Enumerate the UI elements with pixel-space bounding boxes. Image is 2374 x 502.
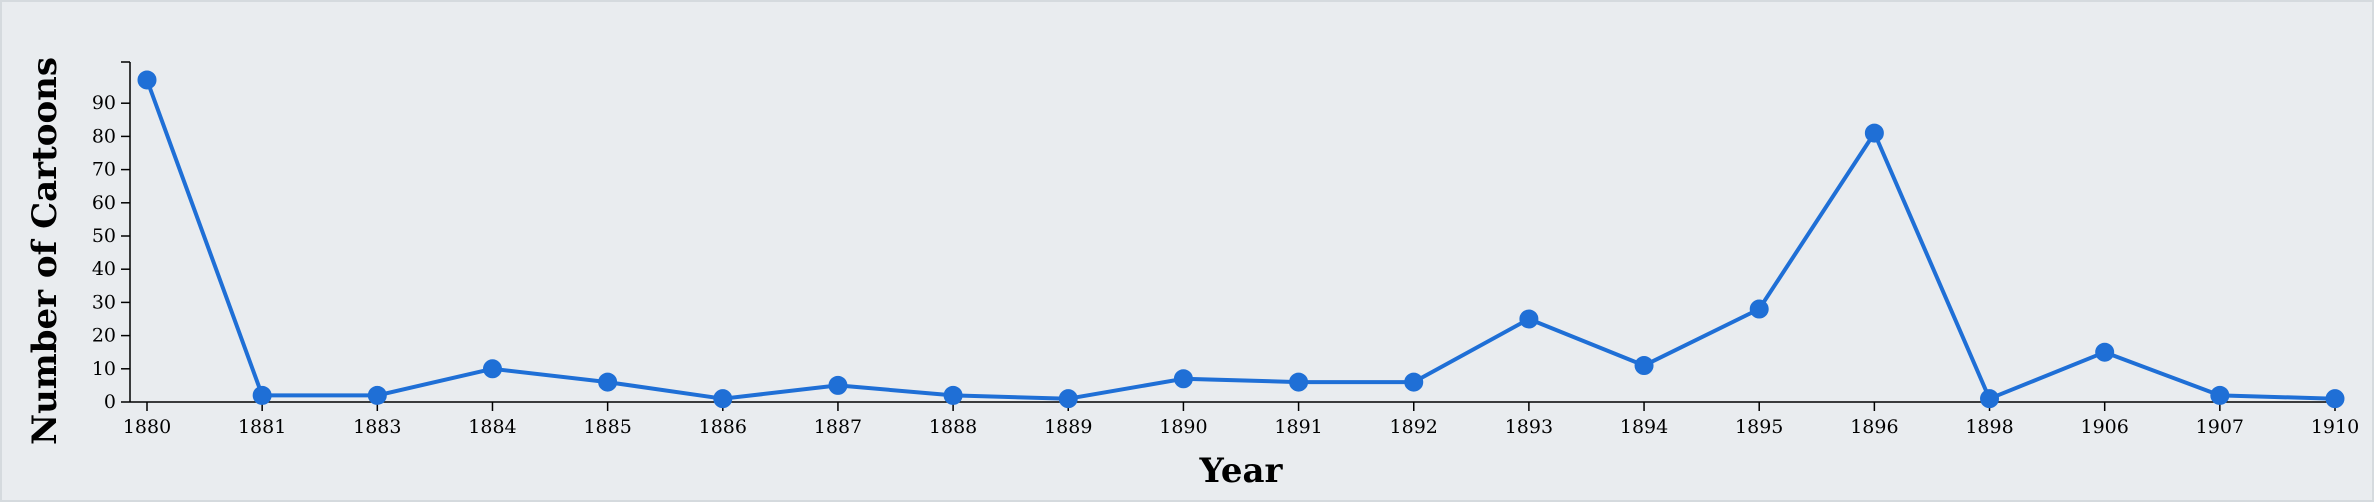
x-tick-label: 1893 <box>1505 416 1553 438</box>
data-point[interactable] <box>252 385 272 405</box>
x-tick-label: 1887 <box>814 416 862 438</box>
y-tick-label: 0 <box>104 391 116 413</box>
data-point[interactable] <box>1519 309 1539 329</box>
x-axis-title: Year <box>1199 451 1284 491</box>
x-axis: 1880 1881 1883 1884 1885 1886 1887 1888 1889 1890… <box>123 401 2359 438</box>
data-point[interactable] <box>828 375 848 395</box>
data-point[interactable] <box>1980 389 2000 409</box>
y-tick-label: 90 <box>92 92 116 114</box>
x-tick-label: 1886 <box>699 416 747 438</box>
data-point[interactable] <box>482 359 502 379</box>
x-tick-label: 1885 <box>583 416 631 438</box>
data-point[interactable] <box>2325 389 2345 409</box>
series-layer <box>137 70 2345 409</box>
data-point[interactable] <box>1634 355 1654 375</box>
x-tick-label: 1890 <box>1159 416 1207 438</box>
x-tick-label: 1898 <box>1965 416 2013 438</box>
data-point[interactable] <box>1289 372 1309 392</box>
y-tick-label: 80 <box>92 125 116 147</box>
data-point[interactable] <box>367 385 387 405</box>
x-tick-label: 1894 <box>1620 416 1668 438</box>
x-tick-label: 1883 <box>353 416 401 438</box>
x-tick-label: 1888 <box>929 416 977 438</box>
data-point[interactable] <box>1864 123 1884 143</box>
data-point[interactable] <box>2095 342 2115 362</box>
x-tick-label: 1891 <box>1274 416 1322 438</box>
series-line <box>145 79 2336 401</box>
y-tick-label: 30 <box>92 291 116 313</box>
y-tick-label: 40 <box>92 258 116 280</box>
x-tick-label: 1892 <box>1390 416 1438 438</box>
data-point[interactable] <box>598 372 618 392</box>
y-tick-label: 50 <box>92 225 116 247</box>
x-tick-label: 1881 <box>238 416 286 438</box>
y-tick-label: 20 <box>92 325 116 347</box>
x-tick-label: 1907 <box>2196 416 2244 438</box>
x-tick-label: 1880 <box>123 416 171 438</box>
data-point[interactable] <box>1749 299 1769 319</box>
data-point[interactable] <box>1404 372 1424 392</box>
x-tick-label: 1906 <box>2081 416 2129 438</box>
data-point[interactable] <box>1058 389 1078 409</box>
x-tick-label: 1896 <box>1850 416 1898 438</box>
data-point[interactable] <box>943 385 963 405</box>
y-tick-label: 70 <box>92 159 116 181</box>
x-tick-label: 1884 <box>468 416 516 438</box>
y-tick-label: 10 <box>92 358 116 380</box>
y-axis: 0 10 20 30 40 50 60 70 80 90 <box>92 61 131 413</box>
data-point[interactable] <box>1173 369 1193 389</box>
y-tick-label: 60 <box>92 192 116 214</box>
y-axis-title: Number of Cartoons <box>25 57 65 445</box>
data-point[interactable] <box>2210 385 2230 405</box>
data-point[interactable] <box>137 70 157 90</box>
data-point[interactable] <box>713 389 733 409</box>
x-tick-label: 1889 <box>1044 416 1092 438</box>
x-tick-label: 1910 <box>2311 416 2359 438</box>
x-tick-label: 1895 <box>1735 416 1783 438</box>
